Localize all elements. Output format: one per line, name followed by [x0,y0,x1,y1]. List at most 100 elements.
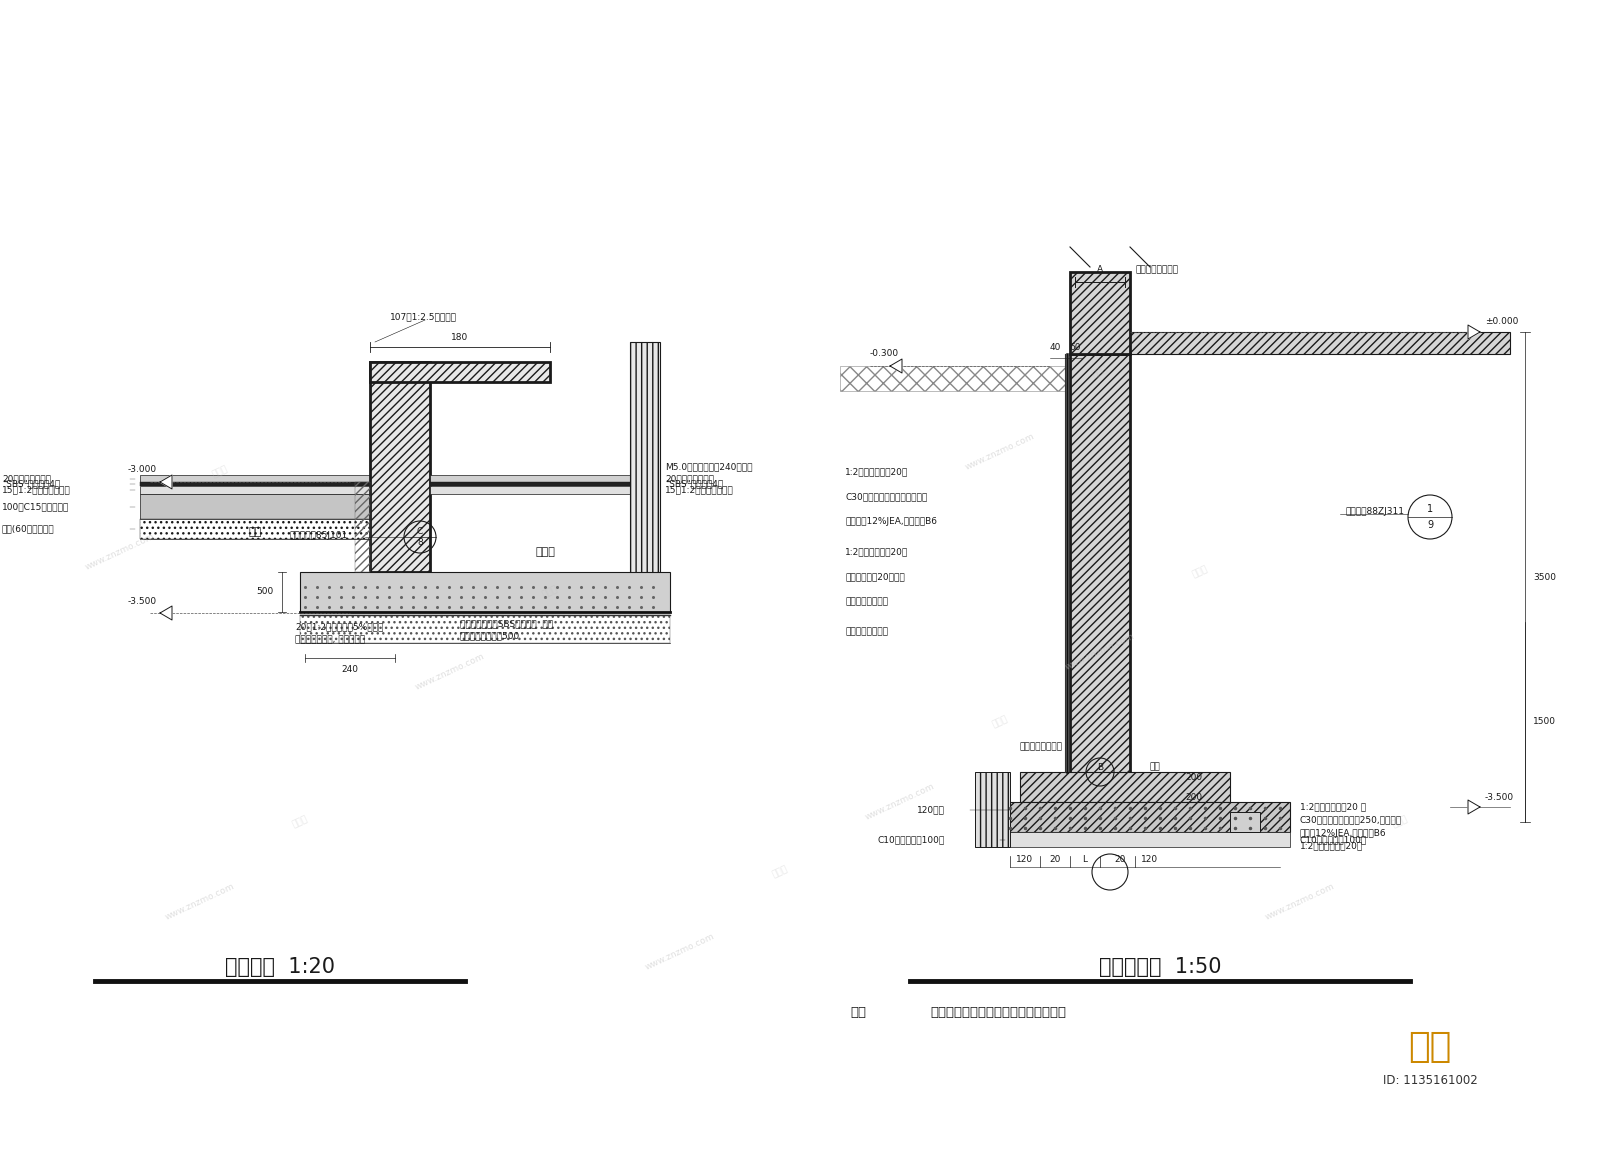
Bar [1021,772,1230,802]
Bar [1130,332,1510,354]
Bar [370,362,430,573]
Bar [630,342,661,602]
Text: 知末网: 知末网 [291,814,309,829]
Text: 9: 9 [1427,520,1434,530]
Text: 1:2水泥防水砂浆20 厚: 1:2水泥防水砂浆20 厚 [1299,803,1366,811]
Bar [141,494,370,520]
Bar [430,486,661,494]
Text: www.znzmo.com: www.znzmo.com [163,882,237,922]
Text: 防水水泥砂浆20厚抹平: 防水水泥砂浆20厚抹平 [845,573,904,582]
Bar [430,482,661,486]
Text: www.znzmo.com: www.znzmo.com [963,432,1037,472]
Text: www.znzmo.com: www.znzmo.com [643,932,717,972]
Text: "SBS"防水卷材4厚: "SBS"防水卷材4厚 [2,479,61,488]
Text: 200: 200 [1186,773,1202,781]
Text: 120: 120 [1141,855,1158,864]
Text: www.znzmo.com: www.znzmo.com [83,532,157,573]
Bar [301,615,670,643]
Bar [430,475,661,482]
Bar [301,573,670,612]
Bar [1230,812,1261,832]
Text: 知末网: 知末网 [1091,364,1109,379]
Text: 3500: 3500 [1533,573,1555,582]
Text: 1: 1 [1427,505,1434,514]
Bar [355,482,370,573]
Text: 知末网: 知末网 [541,584,560,599]
Text: 知末网: 知末网 [771,864,789,879]
Text: -3.500: -3.500 [128,597,157,606]
Text: 120: 120 [1016,855,1034,864]
Text: 1:2水泥防水砂浆20厚: 1:2水泥防水砂浆20厚 [845,547,909,556]
Text: 施工缝防水详建筑: 施工缝防水详建筑 [1021,743,1062,751]
Text: 知末网: 知末网 [1190,564,1210,579]
Text: 107胶1:2.5水泥砂浆: 107胶1:2.5水泥砂浆 [390,312,458,321]
Text: -0.300: -0.300 [870,349,899,358]
Text: 地面防水  1:20: 地面防水 1:20 [226,957,334,977]
Bar [141,475,370,482]
Text: 240: 240 [341,666,358,675]
Text: 各伸入侧壁及底板500: 各伸入侧壁及底板500 [461,631,520,641]
Text: 60: 60 [1069,343,1080,353]
Text: 1:2水泥防水砂浆20厚: 1:2水泥防水砂浆20厚 [845,468,909,477]
Text: 100厚C15混凝土垫层: 100厚C15混凝土垫层 [2,502,69,511]
Text: 8: 8 [418,538,422,547]
Text: 车库: 车库 [248,526,262,537]
Bar [1005,832,1290,847]
Polygon shape [890,359,902,373]
Text: 防潮层详阅85J101: 防潮层详阅85J101 [290,531,349,539]
Text: www.znzmo.com: www.znzmo.com [1064,632,1136,672]
Text: 刷冷底子油一道, 热沥青一道: 刷冷底子油一道, 热沥青一道 [294,636,365,644]
Text: 20: 20 [1050,855,1061,864]
Text: www.znzmo.com: www.znzmo.com [1264,882,1336,922]
Bar [1005,802,1290,832]
Text: 500: 500 [256,588,274,597]
Text: 40: 40 [1050,343,1061,353]
Bar [974,772,1010,847]
Text: C10混凝土垫层100厚: C10混凝土垫层100厚 [878,835,946,844]
Text: 20厚1:2水泥砂浆掺5%防水剂: 20厚1:2水泥砂浆掺5%防水剂 [294,622,384,631]
Text: ID: 1135161002: ID: 1135161002 [1382,1074,1477,1086]
Text: 碎石(60厚）夯入土: 碎石(60厚）夯入土 [2,524,54,533]
Text: C30钢筋混凝土地下室墙内掺水: C30钢筋混凝土地下室墙内掺水 [845,493,928,501]
Text: 120砖墙: 120砖墙 [917,805,946,814]
Text: 15厚1:2水泥砂浆找平层: 15厚1:2水泥砂浆找平层 [666,485,734,494]
Text: C: C [418,526,422,536]
Text: 设备间: 设备间 [534,547,555,558]
Bar [141,486,370,494]
Text: 泥用量的12%JEA,防水等级B6: 泥用量的12%JEA,防水等级B6 [845,517,938,526]
Text: 地梁: 地梁 [1150,763,1160,772]
Text: 15厚1:2水泥砂浆找平层: 15厚1:2水泥砂浆找平层 [2,485,70,494]
Text: "SBS"防水卷材4厚: "SBS"防水卷材4厚 [666,479,723,488]
Bar [141,482,370,486]
Bar [370,362,550,382]
Text: 知末网: 知末网 [1390,814,1410,829]
Text: 说明: 说明 [850,1006,866,1018]
Text: 180: 180 [451,333,469,341]
Text: C10混凝土垫层100厚: C10混凝土垫层100厚 [1299,835,1368,844]
Text: A: A [1098,265,1102,274]
Text: （地下室外墙厚）: （地下室外墙厚） [1134,265,1178,274]
Text: 1500: 1500 [1533,718,1555,727]
Text: 20厚水泥砂浆面层: 20厚水泥砂浆面层 [666,473,714,483]
Text: 1:2水泥防水砂浆20厚: 1:2水泥防水砂浆20厚 [1299,841,1363,850]
Text: 地下室防水  1:50: 地下室防水 1:50 [1099,957,1221,977]
Text: 穿墙管详88ZJ311: 穿墙管详88ZJ311 [1346,508,1405,516]
Text: www.znzmo.com: www.znzmo.com [414,652,486,692]
Text: 转角处增设一层SBS防水卷材  厚，: 转角处增设一层SBS防水卷材 厚， [461,620,554,629]
Text: 用量的12%JEA,防水等级B6: 用量的12%JEA,防水等级B6 [1299,828,1387,838]
Text: 承台的地模防水水泥砂浆做至地梁架底: 承台的地模防水水泥砂浆做至地梁架底 [930,1006,1066,1018]
Polygon shape [1469,325,1480,339]
Text: -3.500: -3.500 [1485,793,1514,802]
Text: （金龟牌防水剂）: （金龟牌防水剂） [845,598,888,606]
Bar [141,520,370,539]
Text: 20: 20 [1114,855,1126,864]
Polygon shape [160,475,173,488]
Text: ±0.000: ±0.000 [1485,318,1518,326]
Bar [1070,354,1130,823]
Text: 知末: 知末 [1408,1030,1451,1064]
Text: www.znzmo.com: www.znzmo.com [864,782,936,823]
Text: 知末网: 知末网 [211,464,229,479]
Bar [1070,272,1130,354]
Text: M5.0水泥砂浆砌筑240厚砖墙: M5.0水泥砂浆砌筑240厚砖墙 [666,462,752,471]
Text: L: L [1083,855,1088,864]
